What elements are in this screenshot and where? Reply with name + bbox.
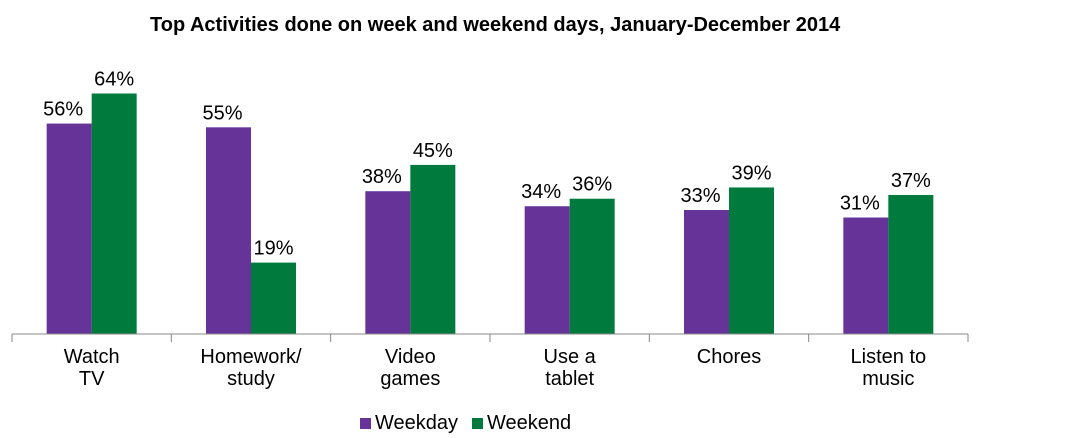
category-label-1: Homework/study: [181, 346, 321, 390]
category-label-4: Chores: [659, 346, 799, 368]
x-axis: [11, 333, 969, 342]
value-label-weekday-1: 55%: [202, 102, 242, 124]
bar-weekday-2: [365, 191, 411, 334]
value-label-weekend-1: 19%: [253, 238, 293, 260]
bar-weekend-2: [410, 164, 456, 334]
category-label-3: Use a tablet: [500, 346, 640, 390]
chart-title: Top Activities done on week and weekend …: [150, 14, 841, 36]
bar-weekday-0: [46, 123, 92, 335]
value-label-weekday-4: 33%: [680, 185, 720, 207]
category-label-line: TV: [78, 368, 105, 390]
legend-label-weekend: Weekend: [487, 412, 572, 434]
bar-weekend-1: [251, 262, 296, 334]
value-label-weekday-3: 34%: [521, 181, 561, 203]
value-label-weekend-3: 36%: [572, 174, 612, 196]
bar-weekend-3: [569, 198, 615, 334]
bar-weekday-3: [524, 206, 570, 334]
category-label-line: Video: [384, 346, 436, 368]
legend-item-weekday: Weekday: [360, 412, 458, 434]
legend-swatch-weekend: [472, 417, 484, 429]
value-label-weekend-4: 39%: [731, 162, 771, 184]
category-label-line: Watch: [63, 346, 120, 368]
value-label-weekday-2: 38%: [362, 166, 402, 188]
value-labels-layer: 56% 64% 55% 19% 38% 45% 34% 36% 33% 39% 31% 37%: [43, 69, 931, 260]
value-label-weekend-5: 37%: [891, 170, 931, 192]
value-label-weekday-0: 56%: [43, 99, 83, 121]
category-label-line: study: [227, 368, 275, 390]
category-label-2: Video games: [340, 346, 480, 390]
bar-weekday-5: [843, 217, 889, 334]
value-label-weekday-5: 31%: [840, 193, 880, 215]
category-label-line: Chores: [696, 346, 762, 368]
bar-weekend-5: [888, 194, 934, 334]
category-label-5: Listen to music: [818, 346, 958, 390]
bars-layer: [46, 93, 934, 335]
category-label-line: games: [380, 368, 441, 390]
legend: Weekday Weekend: [360, 412, 571, 434]
value-label-weekend-0: 64%: [94, 69, 134, 91]
category-label-line: Homework/: [200, 346, 302, 368]
category-label-line: tablet: [545, 368, 595, 390]
category-label-0: Watch TV: [22, 346, 162, 390]
bar-weekday-1: [206, 127, 251, 334]
legend-label-weekday: Weekday: [375, 412, 459, 434]
legend-item-weekend: Weekend: [472, 412, 571, 434]
legend-swatch-weekday: [360, 417, 371, 429]
bar-weekend-0: [91, 93, 137, 334]
value-label-weekend-2: 45%: [413, 140, 453, 162]
category-label-line: music: [862, 368, 915, 390]
category-label-line: Use a: [543, 346, 596, 368]
bar-weekday-4: [684, 209, 729, 334]
bar-weekend-4: [729, 187, 774, 334]
category-label-line: Listen to: [850, 346, 927, 368]
